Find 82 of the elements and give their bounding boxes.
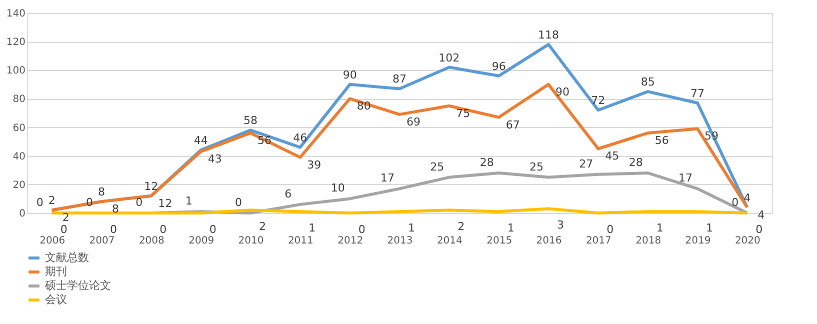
y-tick-label: 140 — [6, 8, 26, 20]
data-label: 0 — [358, 223, 366, 236]
data-label: 27 — [579, 157, 594, 170]
data-label: 25 — [430, 160, 444, 174]
x-tick-label: 2012 — [338, 236, 364, 246]
y-tick-label: 100 — [6, 66, 26, 77]
data-label: 28 — [480, 156, 494, 169]
data-label: 67 — [506, 118, 520, 132]
data-label: 45 — [605, 150, 620, 163]
data-label: 0 — [732, 196, 739, 209]
data-label: 0 — [136, 196, 143, 209]
data-label: 6 — [284, 187, 292, 200]
y-tick-label: 80 — [12, 94, 26, 106]
data-label: 85 — [640, 76, 655, 89]
data-label: 102 — [438, 51, 460, 64]
data-label: 17 — [380, 172, 394, 185]
x-tick-label: 2019 — [685, 236, 711, 246]
data-label: 25 — [530, 160, 544, 174]
x-tick-label: 2014 — [436, 236, 462, 246]
data-label: 2 — [62, 211, 70, 224]
data-label: 90 — [342, 68, 357, 82]
data-label: 2 — [259, 220, 266, 234]
x-tick-label: 2007 — [89, 236, 115, 246]
data-label: 87 — [392, 72, 406, 86]
data-label: 96 — [492, 60, 506, 73]
data-label: 0 — [606, 223, 614, 236]
data-label: 1 — [656, 222, 664, 235]
data-label: 118 — [538, 28, 559, 42]
data-label: 1 — [408, 222, 415, 235]
data-label: 2 — [48, 194, 56, 208]
data-label: 4 — [744, 191, 751, 204]
x-tick-label: 2016 — [536, 236, 562, 246]
data-label: 0 — [36, 196, 44, 209]
y-tick-label: 20 — [12, 180, 26, 191]
data-label: 39 — [307, 158, 322, 172]
data-label: 72 — [591, 94, 606, 108]
data-label: 75 — [456, 106, 470, 120]
data-label: 0 — [756, 223, 763, 236]
x-tick-label: 2020 — [734, 236, 760, 246]
x-tick-label: 2015 — [486, 236, 512, 246]
data-label: 4 — [758, 208, 765, 222]
data-label: 77 — [690, 87, 704, 100]
legend-label: 会议 — [45, 293, 67, 306]
legend-label: 文献总数 — [45, 251, 89, 264]
y-tick-label: 120 — [6, 37, 26, 48]
data-label: 0 — [235, 196, 242, 209]
y-tick-label: 40 — [12, 151, 26, 162]
data-label: 0 — [110, 223, 117, 236]
y-tick-label: 60 — [12, 122, 26, 134]
x-tick-label: 2011 — [288, 236, 314, 246]
data-label: 0 — [160, 223, 167, 236]
data-label: 0 — [209, 223, 216, 236]
legend-label: 期刊 — [45, 265, 67, 278]
x-tick-label: 2006 — [40, 236, 66, 246]
data-label: 1 — [507, 222, 514, 235]
data-label: 56 — [654, 134, 669, 147]
data-label: 0 — [60, 223, 68, 236]
data-label: 12 — [158, 196, 172, 210]
data-label: 1 — [185, 194, 192, 208]
data-label: 46 — [293, 131, 308, 144]
data-label: 8 — [98, 186, 105, 199]
x-tick-label: 2018 — [636, 236, 662, 246]
data-label: 90 — [556, 85, 570, 98]
data-label: 44 — [194, 134, 208, 148]
x-tick-label: 2010 — [238, 236, 264, 246]
data-label: 10 — [330, 182, 345, 195]
data-label: 28 — [628, 156, 643, 169]
data-label: 69 — [406, 115, 420, 128]
data-label: 17 — [678, 172, 692, 185]
data-label: 43 — [208, 152, 222, 166]
data-label: 1 — [308, 222, 316, 235]
x-tick-label: 2009 — [188, 236, 214, 246]
data-label: 12 — [144, 180, 158, 193]
x-tick-label: 2008 — [138, 236, 164, 246]
data-label: 3 — [557, 218, 564, 232]
x-tick-label: 2013 — [387, 236, 413, 246]
y-tick-label: 0 — [19, 208, 26, 220]
data-label: 58 — [244, 114, 258, 128]
data-label: 1 — [706, 222, 713, 235]
data-label: 2 — [458, 220, 465, 234]
x-tick-label: 2017 — [586, 236, 612, 246]
legend-label: 硕士学位论文 — [44, 279, 111, 292]
